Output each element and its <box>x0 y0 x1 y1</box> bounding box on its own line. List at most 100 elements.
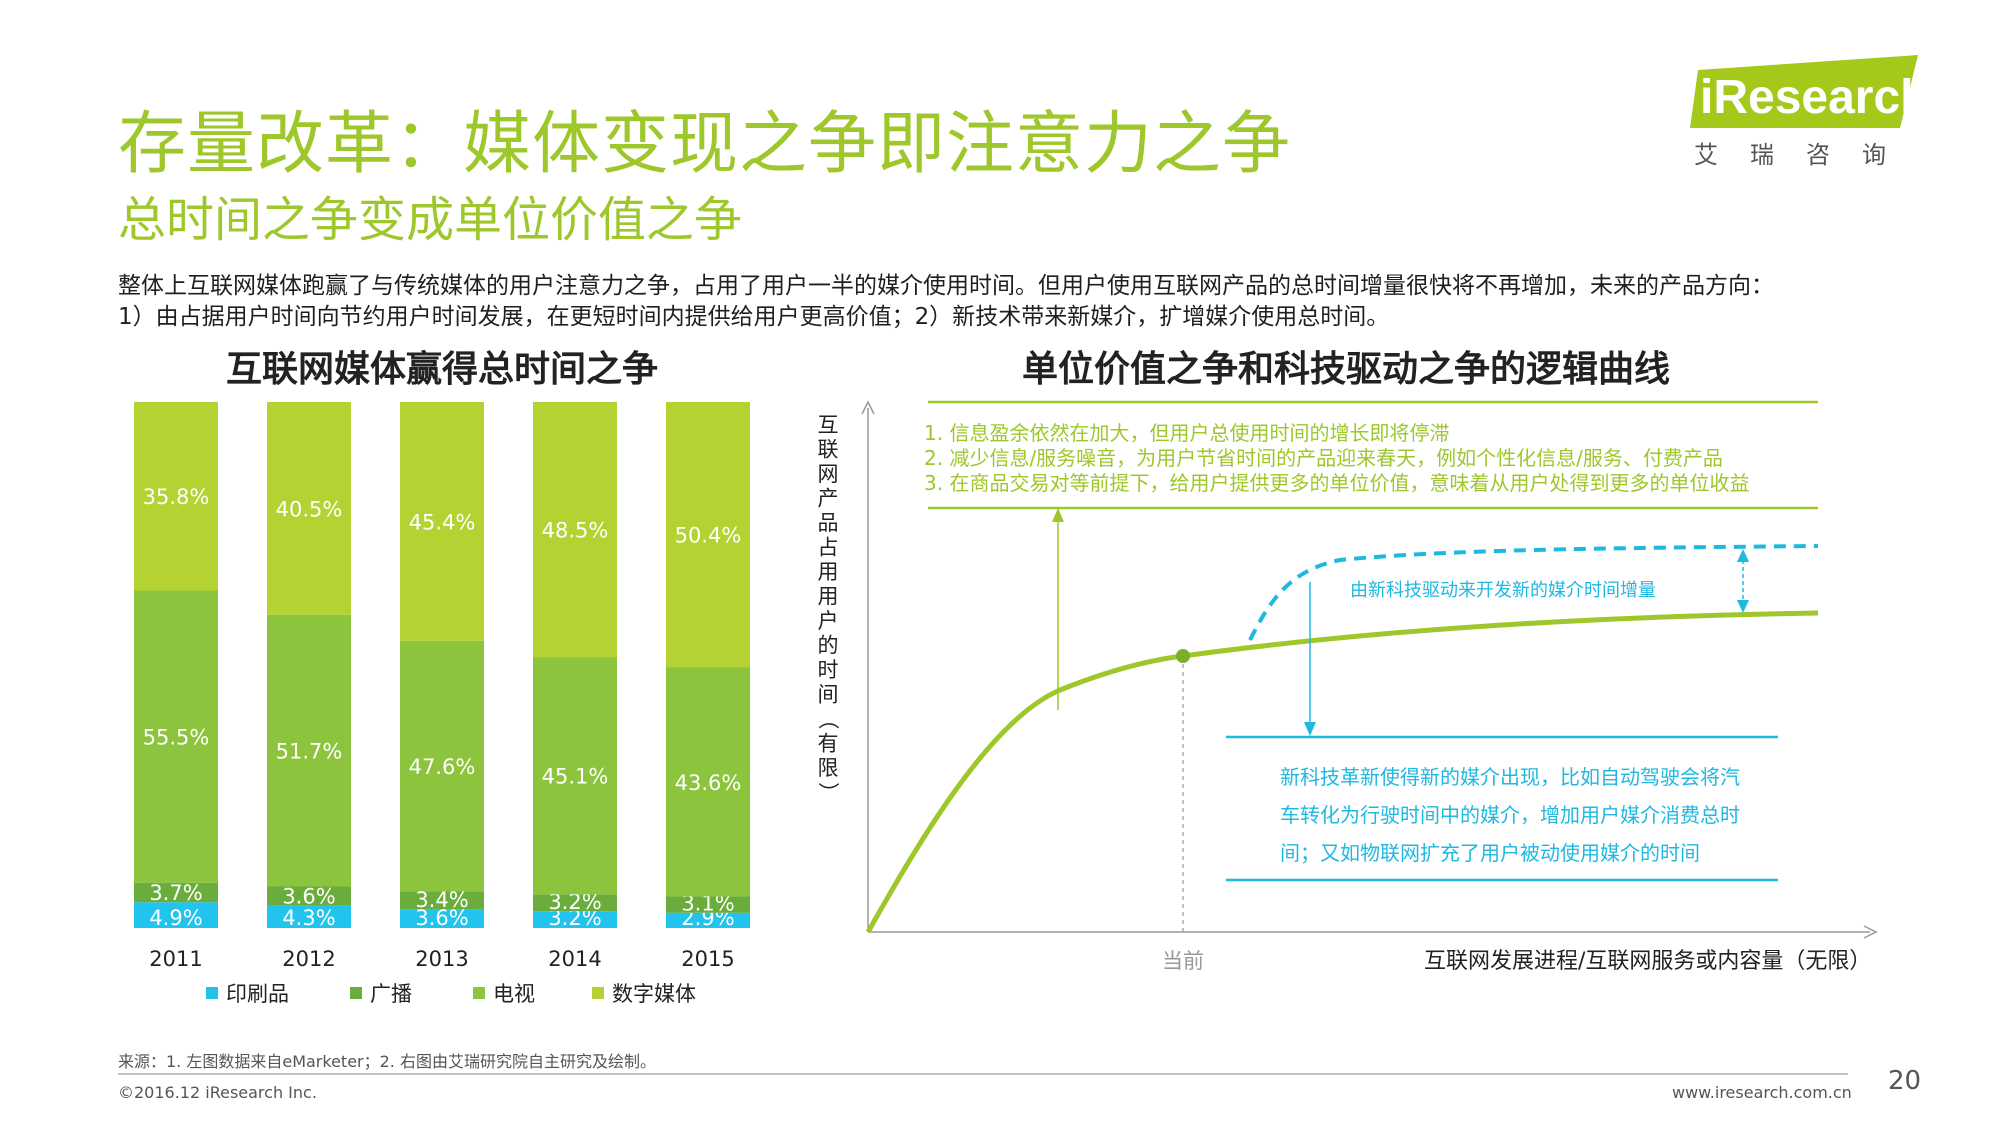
main-growth-curve <box>865 610 1819 934</box>
bar-label-2011-digital: 35.8% <box>143 485 210 509</box>
bar-segment-2012-radio <box>267 886 351 906</box>
bar-label-2013-digital: 45.4% <box>409 510 476 534</box>
bar-segment-2013-digital <box>400 402 484 641</box>
bar-segment-2015-print <box>666 912 750 928</box>
y-axis-arrow <box>861 400 875 415</box>
bar-label-2014-tv: 45.1% <box>542 765 609 789</box>
top-note-2: 2. 减少信息/服务噪音，为用户节省时间的产品迎来春天，例如个性化信息/服务、付… <box>924 446 1723 470</box>
bar-label-2013-radio: 3.4% <box>415 888 468 912</box>
legend-swatch-tv <box>473 987 485 999</box>
legend-swatch-radio <box>350 987 362 999</box>
page-title: 存量改革：媒体变现之争即注意力之争 <box>118 105 1292 184</box>
bar-segment-2013-tv <box>400 640 484 892</box>
bar-segment-2011-radio <box>134 882 218 903</box>
x-axis-label: 互联网发展进程/互联网服务或内容量（无限） <box>1424 949 1871 974</box>
bar-label-2011-print: 4.9% <box>149 906 202 930</box>
logo-chinese: 艾瑞咨询 <box>1694 141 1918 169</box>
gap-arrow-head-down <box>1737 600 1749 613</box>
bar-segment-2014-digital <box>533 402 617 658</box>
up-arrow-head <box>1052 508 1064 522</box>
y-label-char: 用 <box>818 585 839 609</box>
bar-label-2013-print: 3.6% <box>415 906 468 930</box>
y-label-char: 占 <box>818 536 839 560</box>
x-tick-label-2014: 2014 <box>548 947 601 971</box>
bar-segment-2015-radio <box>666 896 750 913</box>
left-chart-title: 互联网媒体赢得总时间之争 <box>226 349 659 390</box>
bar-segment-2011-digital <box>134 402 218 591</box>
current-point <box>1176 649 1190 663</box>
y-label-char: 有 <box>818 732 839 756</box>
bar-segment-2011-tv <box>134 590 218 883</box>
copyright: ©2016.12 iResearch Inc. <box>118 1083 317 1102</box>
bar-label-2014-digital: 48.5% <box>542 519 609 543</box>
intro-line-1: 整体上互联网媒体跑赢了与传统媒体的用户注意力之争，占用了用户一半的媒介使用时间。… <box>118 273 1774 299</box>
down-arrow-head <box>1304 722 1316 736</box>
legend-item-radio: 广播 <box>350 978 412 1008</box>
y-label-char: 间 <box>818 683 839 707</box>
top-note-3: 3. 在商品交易对等前提下，给用户提供更多的单位价值，意味着从用户处得到更多的单… <box>924 471 1749 495</box>
y-label-char: 互 <box>818 413 839 437</box>
bar-label-2012-radio: 3.6% <box>282 884 335 908</box>
legend-label-tv: 电视 <box>493 982 535 1006</box>
bar-segment-2011-print <box>134 902 218 928</box>
y-label-char: 品 <box>818 511 839 535</box>
legend-label-print: 印刷品 <box>226 982 289 1006</box>
right-chart-title: 单位价值之争和科技驱动之争的逻辑曲线 <box>1022 349 1671 390</box>
page-subtitle: 总时间之争变成单位价值之争 <box>118 192 743 248</box>
bottom-note-3: 间；又如物联网扩充了用户被动使用媒介的时间 <box>1280 841 1700 865</box>
bar-segment-2013-radio <box>400 891 484 910</box>
logo-wordmark: iResearch <box>1700 71 1930 124</box>
top-note-1: 1. 信息盈余依然在加大，但用户总使用时间的增长即将停滞 <box>924 421 1449 445</box>
y-label-char: ） <box>816 782 840 803</box>
bar-segment-2015-tv <box>666 667 750 897</box>
legend-item-digital: 数字媒体 <box>592 978 696 1008</box>
bottom-note-2: 车转化为行驶时间中的媒介，增加用户媒介消费总时 <box>1280 803 1740 827</box>
bar-segment-2014-tv <box>533 657 617 895</box>
y-label-char: 时 <box>818 658 839 682</box>
bar-segment-2013-print <box>400 909 484 928</box>
bar-label-2012-tv: 51.7% <box>276 740 343 764</box>
legend-item-print: 印刷品 <box>206 978 289 1008</box>
bar-segment-2014-radio <box>533 894 617 912</box>
legend-swatch-digital <box>592 987 604 999</box>
bar-label-2015-tv: 43.6% <box>675 771 742 795</box>
x-marker-label: 当前 <box>1162 949 1204 973</box>
x-tick-label-2012: 2012 <box>282 947 335 971</box>
legend-item-tv: 电视 <box>473 978 535 1008</box>
page-number: 20 <box>1888 1066 1922 1096</box>
intro-line-2: 1）由占据用户时间向节约用户时间发展，在更短时间内提供给用户更高价值；2）新技术… <box>118 304 1390 330</box>
source-note: 来源：1. 左图数据来自eMarketer；2. 右图由艾瑞研究院自主研究及绘制… <box>118 1052 656 1071</box>
legend-label-radio: 广播 <box>370 982 412 1006</box>
gap-arrow-head-up <box>1737 549 1749 562</box>
x-tick-label-2015: 2015 <box>681 947 734 971</box>
bottom-note-1: 新科技革新使得新的媒介出现，比如自动驾驶会将汽 <box>1280 765 1740 789</box>
website-link[interactable]: www.iresearch.com.cn <box>1672 1083 1852 1102</box>
bar-segment-2012-tv <box>267 614 351 887</box>
bar-segment-2014-print <box>533 911 617 928</box>
y-label-char: 户 <box>818 609 839 633</box>
x-axis-arrow <box>1863 925 1878 939</box>
y-label-char: 限 <box>818 756 839 780</box>
bar-label-2015-digital: 50.4% <box>675 524 742 548</box>
bar-label-2012-print: 4.3% <box>282 906 335 930</box>
x-tick-label-2011: 2011 <box>149 947 202 971</box>
bar-label-2011-radio: 3.7% <box>149 881 202 905</box>
bar-segment-2012-digital <box>267 402 351 615</box>
y-label-char: 网 <box>818 462 839 486</box>
y-label-char: （ <box>816 709 840 730</box>
x-tick-label-2013: 2013 <box>415 947 468 971</box>
bar-segment-2015-digital <box>666 402 750 668</box>
legend-label-digital: 数字媒体 <box>612 982 696 1006</box>
y-label-char: 的 <box>818 634 839 658</box>
y-label-char: 用 <box>818 560 839 584</box>
y-label-char: 联 <box>818 438 839 462</box>
new-tech-curve <box>1248 544 1819 641</box>
bar-label-2011-tv: 55.5% <box>143 726 210 750</box>
legend-swatch-print <box>206 987 218 999</box>
bar-segment-2012-print <box>267 905 351 928</box>
bar-label-2013-tv: 47.6% <box>409 755 476 779</box>
bar-label-2012-digital: 40.5% <box>276 497 343 521</box>
